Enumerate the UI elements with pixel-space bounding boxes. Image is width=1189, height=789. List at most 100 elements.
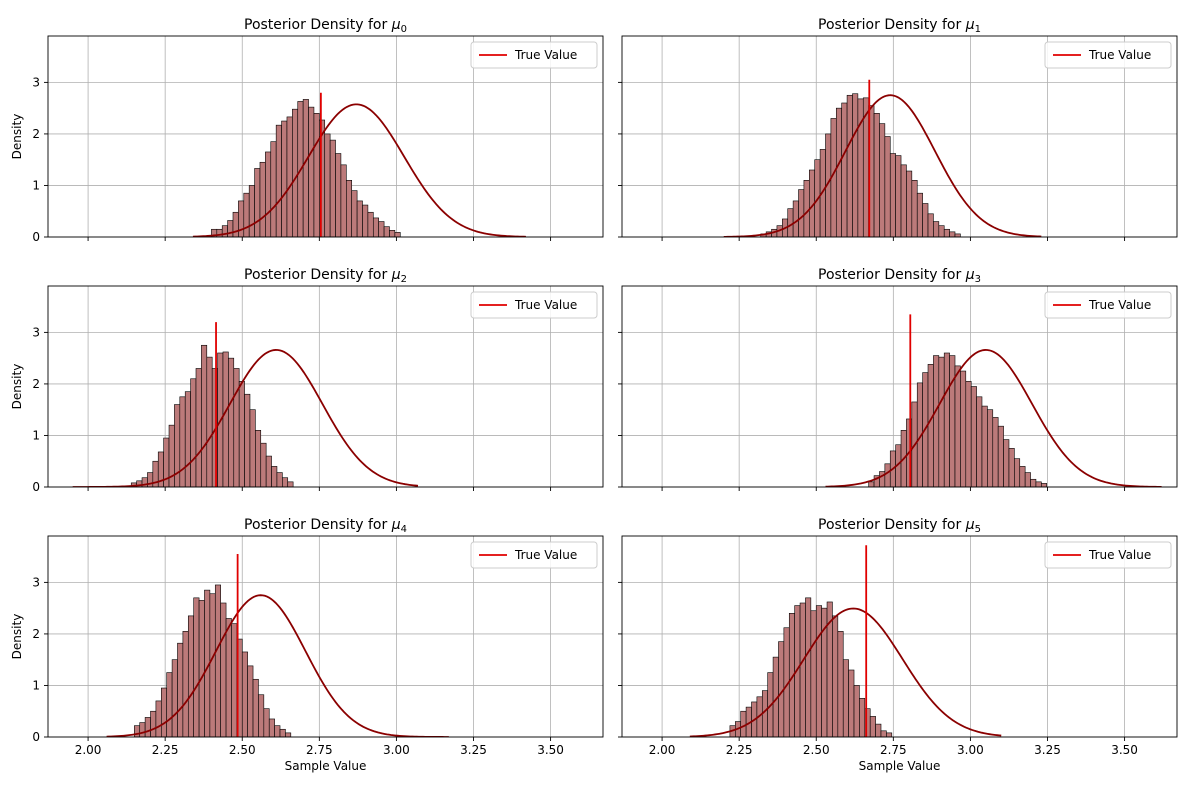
kde-curve xyxy=(192,103,526,237)
histogram-bar xyxy=(886,732,893,737)
histogram-bar xyxy=(394,232,401,237)
panel-title-mu: μ xyxy=(391,267,401,283)
histogram-bar xyxy=(798,189,805,237)
legend-label: True Value xyxy=(1088,548,1151,562)
y-axis-label: Density xyxy=(10,364,24,410)
histogram-bar xyxy=(155,700,162,737)
plot-content xyxy=(825,314,1162,487)
histogram-bar xyxy=(787,208,794,237)
panel-title: Posterior Density for μ5 xyxy=(818,517,981,535)
histogram-bar xyxy=(873,113,880,237)
histogram-bar xyxy=(340,164,347,237)
legend: True Value xyxy=(1044,541,1172,569)
histogram-bar xyxy=(965,381,972,487)
histogram-bar xyxy=(209,593,216,737)
x-tick-label: 3.00 xyxy=(383,743,410,757)
panel-title-mu: μ xyxy=(965,17,975,33)
y-tick-label: 3 xyxy=(32,75,40,89)
histogram-bar xyxy=(1008,448,1015,487)
histogram-bar xyxy=(177,642,184,737)
histogram-bar xyxy=(367,211,374,237)
histogram-bar xyxy=(270,141,277,237)
histogram-bar xyxy=(182,631,189,737)
axes-frame xyxy=(47,35,604,238)
histogram-bar xyxy=(313,113,320,237)
histogram-bar xyxy=(214,584,221,737)
histogram-bar xyxy=(879,123,886,237)
histogram-bar xyxy=(233,368,240,487)
histogram-bar xyxy=(997,425,1004,487)
legend-label: True Value xyxy=(1088,298,1151,312)
histogram-bar xyxy=(868,481,875,487)
histogram-bar xyxy=(869,716,876,737)
y-tick-label: 2 xyxy=(32,627,40,641)
histogram-bar xyxy=(268,718,275,737)
histogram-bar xyxy=(943,352,950,487)
histogram-bar xyxy=(275,124,282,237)
histogram-bar xyxy=(228,357,235,487)
histogram-bar xyxy=(161,687,168,737)
histogram-bar xyxy=(285,732,292,737)
histogram-bar xyxy=(187,615,194,737)
histogram-bar xyxy=(740,710,747,737)
histogram-bar xyxy=(906,170,913,237)
histogram-bar xyxy=(282,477,289,487)
histogram-bar xyxy=(231,623,238,737)
legend: True Value xyxy=(470,291,598,319)
panel-title-subscript: 5 xyxy=(975,524,981,535)
y-axis-label: Density xyxy=(10,614,24,660)
histogram-bar xyxy=(835,107,842,237)
axes-frame xyxy=(621,285,1178,488)
histogram-bar xyxy=(292,108,299,237)
histogram-bar xyxy=(346,180,353,237)
panel-title: Posterior Density for μ4 xyxy=(244,517,407,535)
legend: True Value xyxy=(1044,41,1172,69)
histogram-bar xyxy=(927,364,934,487)
histogram-bar xyxy=(139,722,146,737)
histogram-bar xyxy=(281,120,288,237)
histogram-bar xyxy=(244,393,251,487)
histogram-bar xyxy=(356,200,363,237)
x-tick-label: 2.25 xyxy=(726,743,753,757)
histogram-bar xyxy=(279,728,286,737)
y-tick-label: 3 xyxy=(32,575,40,589)
y-tick-label: 1 xyxy=(32,178,40,192)
histogram-bar xyxy=(954,233,961,237)
histogram-bar xyxy=(171,659,178,737)
histogram-bar xyxy=(227,220,234,237)
histogram-bar xyxy=(232,211,239,237)
plot-content xyxy=(192,92,526,237)
histogram-bar xyxy=(238,200,245,237)
histogram-bar xyxy=(949,355,956,487)
panel-title: Posterior Density for μ1 xyxy=(818,17,981,35)
histogram-bar xyxy=(255,430,262,487)
kde-curve xyxy=(825,349,1162,487)
histogram-bar xyxy=(134,725,141,737)
histogram-bar xyxy=(895,155,902,237)
legend-box xyxy=(1044,291,1172,319)
histogram-bar xyxy=(383,226,390,237)
histogram-bar xyxy=(970,386,977,487)
panel-mu-5: 2.00 2.25 2.50 2.75 3.00 3.25 3.50 Sample Value… xyxy=(618,517,1178,773)
histogram-bar xyxy=(954,365,961,487)
histogram-bar xyxy=(815,605,822,737)
axes-frame xyxy=(47,285,604,488)
y-tick-label: 0 xyxy=(32,730,40,744)
panel-title-mu: μ xyxy=(965,517,975,533)
x-axis-label: Sample Value xyxy=(859,759,941,773)
histogram-bar xyxy=(832,615,839,737)
legend-label: True Value xyxy=(1088,48,1151,62)
histogram-bar xyxy=(238,381,245,487)
histogram-bar xyxy=(247,665,254,737)
panel-mu-1: Posterior Density for μ1 True Value xyxy=(618,17,1178,241)
histogram-bar xyxy=(259,161,266,237)
panel-title-prefix: Posterior Density for xyxy=(818,517,966,533)
histogram-bar xyxy=(846,94,853,237)
y-axis-label: Density xyxy=(10,114,24,160)
histogram-bar xyxy=(949,231,956,237)
x-axis-label: Sample Value xyxy=(285,759,367,773)
histogram-bar xyxy=(884,136,891,237)
axes-frame xyxy=(47,535,604,738)
plot-content xyxy=(689,545,1002,737)
